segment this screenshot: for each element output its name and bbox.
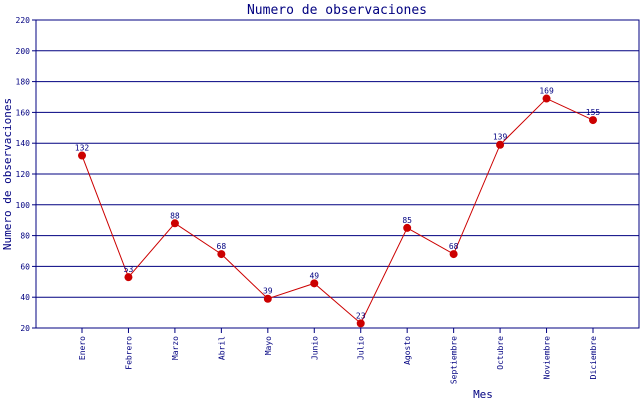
data-label: 39	[263, 287, 273, 296]
data-label: 139	[493, 133, 508, 142]
y-tick-label: 60	[20, 262, 30, 271]
y-tick-label: 20	[20, 324, 30, 333]
x-tick-label: Agosto	[403, 336, 412, 365]
y-tick-label: 40	[20, 293, 30, 302]
x-tick-label: Julio	[357, 336, 366, 360]
chart-title: Numero de observaciones	[247, 3, 427, 18]
data-label: 88	[170, 211, 180, 220]
x-tick-label: Octubre	[496, 336, 505, 370]
y-axis-title: Numero de observaciones	[1, 98, 14, 250]
y-tick-label: 100	[16, 201, 31, 210]
grid-lines	[36, 19, 639, 329]
x-tick-label: Enero	[78, 336, 87, 360]
series-line	[81, 97, 594, 325]
data-point	[170, 219, 179, 228]
data-point	[542, 94, 551, 103]
data-point	[217, 250, 226, 259]
y-tick-label: 180	[16, 78, 31, 87]
y-axis-ticks: 20 40 60 80 100 120 140 160 180 200 220	[16, 16, 36, 333]
data-label: 49	[309, 271, 319, 280]
data-label: 53	[124, 265, 134, 274]
x-tick-label: Noviembre	[543, 336, 552, 380]
y-tick-label: 120	[16, 170, 31, 179]
x-tick-label: Marzo	[171, 336, 180, 360]
data-point	[78, 151, 86, 160]
x-tick-label: Mayo	[264, 336, 273, 355]
data-label: 132	[75, 144, 90, 153]
x-tick-label: Abril	[217, 336, 226, 360]
data-point	[449, 250, 458, 259]
data-point	[124, 273, 133, 282]
data-point	[263, 294, 272, 303]
y-tick-label: 80	[20, 232, 30, 241]
data-point	[403, 223, 412, 232]
data-point	[310, 279, 319, 288]
y-tick-label: 140	[16, 139, 31, 148]
x-axis-ticks: Enero Febrero Marzo Abril Mayo Junio Julio Agos…	[78, 328, 598, 384]
y-tick-label: 220	[16, 16, 31, 25]
y-tick-label: 200	[16, 47, 31, 56]
y-tick-label: 160	[16, 108, 31, 117]
x-tick-label: Junio	[310, 336, 319, 360]
data-labels: 132 53 88 68 39 49 23 85 68 139 169 155	[75, 87, 601, 321]
data-label: 23	[356, 311, 366, 320]
data-point	[589, 116, 597, 125]
data-point	[496, 140, 505, 149]
x-tick-label: Septiembre	[450, 336, 459, 384]
x-tick-label: Febrero	[124, 336, 133, 370]
data-label: 68	[217, 242, 227, 251]
x-tick-label: Diciembre	[589, 336, 598, 380]
data-label: 85	[402, 216, 412, 225]
series-observaciones	[78, 94, 597, 328]
x-axis-title: Mes	[473, 388, 493, 400]
data-label: 155	[586, 108, 601, 117]
data-label: 169	[539, 87, 554, 96]
data-label: 68	[449, 242, 459, 251]
data-point	[356, 319, 365, 328]
